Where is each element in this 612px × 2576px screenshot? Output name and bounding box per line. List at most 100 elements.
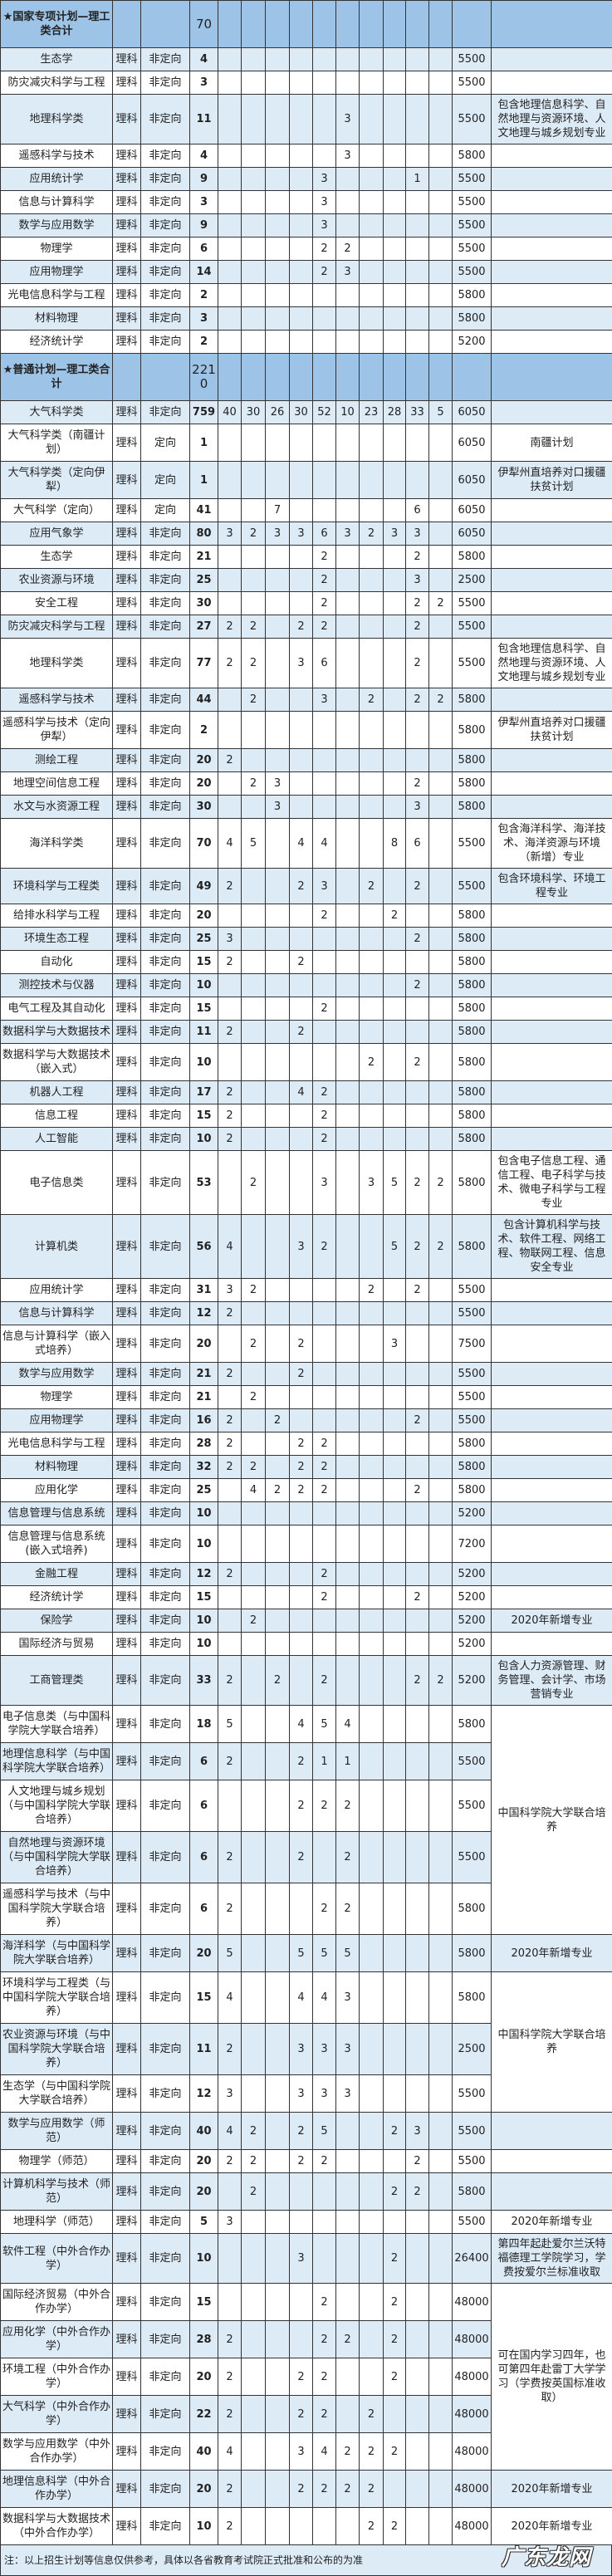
province-quota: 3 <box>290 1215 313 1279</box>
major-name: 计算机科学与技术（师范） <box>1 2173 113 2211</box>
province-quota <box>336 424 360 462</box>
section-total: 70 <box>190 1 218 48</box>
major-name: 应用物理学 <box>1 261 113 284</box>
province-quota: 30 <box>242 401 266 424</box>
province-quota <box>429 238 453 261</box>
province-quota <box>360 2113 384 2150</box>
plan-total: 6 <box>190 1780 218 1832</box>
major-name: 应用统计学 <box>1 168 113 191</box>
tuition-fee: 5800 <box>453 1081 492 1104</box>
province-quota <box>266 928 290 951</box>
province-quota: 3 <box>406 796 429 819</box>
province-quota <box>313 1363 336 1386</box>
province-quota <box>218 424 242 462</box>
province-quota: 2 <box>218 1081 242 1104</box>
province-quota <box>218 712 242 749</box>
direction-type: 非定向 <box>141 522 190 546</box>
tuition-fee: 48000 <box>453 2358 492 2396</box>
major-name: 大气科学类（南疆计划） <box>1 424 113 462</box>
province-quota <box>266 2234 290 2284</box>
major-name: 防灾减灾科学与工程 <box>1 615 113 639</box>
province-quota: 2 <box>242 688 266 712</box>
province-quota <box>242 1780 266 1832</box>
subject-type: 理科 <box>113 331 141 354</box>
province-quota <box>336 569 360 592</box>
section-direction-cell <box>141 354 190 401</box>
province-quota <box>218 238 242 261</box>
direction-type: 非定向 <box>141 1215 190 1279</box>
province-quota <box>218 462 242 499</box>
section-quota-cell <box>290 354 313 401</box>
remark <box>492 1128 612 1151</box>
direction-type: 非定向 <box>141 2211 190 2234</box>
province-quota <box>218 546 242 569</box>
province-quota <box>406 1386 429 1409</box>
province-quota <box>336 974 360 997</box>
major-name: 自然地理与资源环境（与中国科学院大学联合培养） <box>1 1832 113 1883</box>
subject-type: 理科 <box>113 214 141 238</box>
province-quota: 2 <box>313 1780 336 1832</box>
province-quota: 2 <box>313 1104 336 1128</box>
direction-type: 非定向 <box>141 2234 190 2284</box>
province-quota: 2 <box>360 2471 384 2508</box>
province-quota: 2 <box>242 1609 266 1633</box>
province-quota: 4 <box>313 2433 336 2471</box>
province-quota <box>218 1151 242 1215</box>
province-quota: 3 <box>336 261 360 284</box>
province-quota: 3 <box>406 522 429 546</box>
province-quota <box>242 997 266 1021</box>
province-quota <box>336 2113 360 2150</box>
province-quota: 2 <box>218 2150 242 2173</box>
remark <box>492 796 612 819</box>
province-quota <box>242 928 266 951</box>
section-quota-cell <box>266 1 290 48</box>
province-quota <box>290 307 313 331</box>
tuition-fee: 5200 <box>453 1656 492 1706</box>
province-quota: 2 <box>313 1586 336 1609</box>
province-quota <box>242 71 266 95</box>
remark <box>492 688 612 712</box>
province-quota <box>429 2024 453 2075</box>
plan-total: 20 <box>190 2358 218 2396</box>
province-quota <box>406 1021 429 1044</box>
province-quota <box>384 615 406 639</box>
province-quota <box>406 1363 429 1386</box>
province-quota <box>429 928 453 951</box>
province-quota: 2 <box>290 1832 313 1883</box>
province-quota <box>360 1502 384 1526</box>
province-quota: 2 <box>218 1409 242 1432</box>
province-quota <box>242 2234 266 2284</box>
section-total: 2210 <box>190 354 218 401</box>
direction-type: 非定向 <box>141 772 190 796</box>
province-quota: 2 <box>429 592 453 615</box>
province-quota: 2 <box>313 1883 336 1935</box>
plan-total: 20 <box>190 2471 218 2508</box>
province-quota: 2 <box>313 1456 336 1479</box>
province-quota <box>313 772 336 796</box>
province-quota <box>384 2396 406 2433</box>
major-name: 生态学 <box>1 546 113 569</box>
direction-type: 非定向 <box>141 144 190 168</box>
major-name: 国际经济与贸易 <box>1 1633 113 1656</box>
province-quota <box>360 168 384 191</box>
province-quota <box>336 499 360 522</box>
tuition-fee: 5500 <box>453 869 492 904</box>
province-quota: 2 <box>290 1325 313 1363</box>
province-quota <box>384 1432 406 1456</box>
province-quota <box>336 1563 360 1586</box>
province-quota: 6 <box>406 499 429 522</box>
province-quota <box>266 819 290 869</box>
province-quota <box>266 1780 290 1832</box>
province-quota <box>266 168 290 191</box>
province-quota: 2 <box>313 615 336 639</box>
province-quota: 2 <box>313 1128 336 1151</box>
direction-type: 非定向 <box>141 796 190 819</box>
tuition-fee: 5500 <box>453 1302 492 1325</box>
province-quota <box>429 997 453 1021</box>
province-quota <box>360 1081 384 1104</box>
major-name: 人工智能 <box>1 1128 113 1151</box>
